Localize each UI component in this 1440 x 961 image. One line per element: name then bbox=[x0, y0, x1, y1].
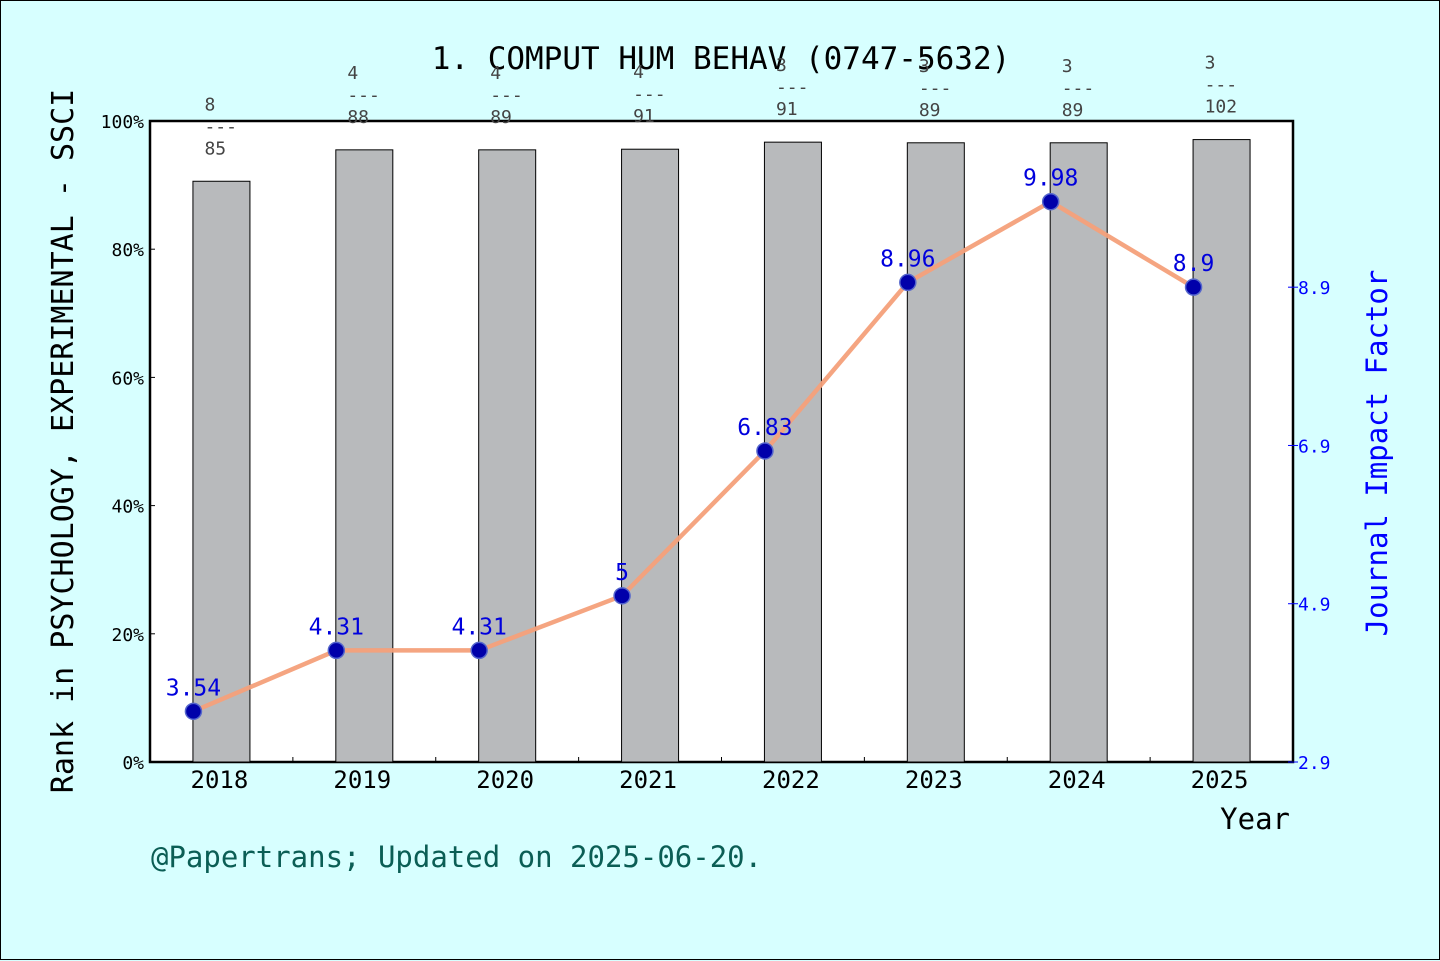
rank-divider: --- bbox=[204, 116, 237, 137]
footer-credit: @Papertrans; Updated on 2025-06-20. bbox=[151, 840, 762, 874]
bar bbox=[1049, 142, 1108, 763]
right-tick-label: 6.9 bbox=[1298, 436, 1331, 457]
rank-divider: --- bbox=[776, 77, 809, 98]
impact-factor-point bbox=[899, 273, 917, 292]
x-tick-label: 2019 bbox=[333, 766, 391, 794]
rank-total: 85 bbox=[204, 138, 226, 159]
impact-factor-label: 4.31 bbox=[309, 614, 364, 640]
left-tick-label: 60% bbox=[111, 368, 144, 389]
rank-divider: --- bbox=[1205, 75, 1238, 96]
impact-factor-label: 3.54 bbox=[166, 675, 221, 701]
rank-number: 4 bbox=[347, 63, 358, 84]
impact-factor-label: 8.9 bbox=[1173, 251, 1215, 277]
bar bbox=[621, 148, 680, 763]
bar bbox=[763, 141, 822, 763]
rank-total: 91 bbox=[776, 99, 798, 120]
impact-factor-label: 5 bbox=[615, 560, 629, 586]
impact-factor-point bbox=[1184, 278, 1203, 296]
left-axis-ticks: 0% 20% 40% 60% 80% 100% bbox=[101, 112, 155, 774]
bar bbox=[192, 180, 251, 763]
impact-factor-label: 6.83 bbox=[737, 415, 792, 441]
x-tick-label: 2025 bbox=[1191, 766, 1249, 794]
rank-total: 88 bbox=[347, 107, 369, 128]
rank-label: 3---89 bbox=[1062, 56, 1095, 121]
bar bbox=[906, 142, 965, 763]
rank-label: 4---88 bbox=[347, 63, 380, 128]
impact-factor-point bbox=[184, 702, 203, 721]
impact-factor-label: 4.31 bbox=[451, 614, 506, 640]
x-axis-label: Year bbox=[1220, 802, 1290, 836]
left-tick-label: 20% bbox=[111, 625, 144, 646]
right-tick-label: 2.9 bbox=[1298, 753, 1331, 774]
x-tick-label: 2021 bbox=[619, 766, 677, 794]
x-tick-label: 2020 bbox=[476, 766, 534, 794]
left-tick-label: 40% bbox=[111, 497, 144, 518]
rank-divider: --- bbox=[490, 85, 523, 106]
rank-divider: --- bbox=[919, 78, 952, 99]
x-tick-label: 2024 bbox=[1048, 766, 1106, 794]
left-tick-label: 0% bbox=[122, 753, 144, 774]
impact-factor-point bbox=[613, 587, 631, 605]
right-tick-label: 8.9 bbox=[1298, 278, 1331, 299]
rank-number: 3 bbox=[1062, 56, 1073, 77]
impact-factor-series: 3.54 4.31 4.31 5 6.83 8.96 9.98 8.9 bbox=[166, 166, 1215, 721]
impact-factor-point bbox=[327, 641, 346, 660]
left-tick-label: 80% bbox=[111, 240, 144, 261]
bar bbox=[478, 149, 537, 763]
impact-factor-point bbox=[470, 641, 488, 660]
rank-total: 102 bbox=[1205, 97, 1238, 118]
rank-number: 3 bbox=[1205, 53, 1216, 74]
rank-label: 3---102 bbox=[1205, 53, 1238, 118]
x-axis-ticks: 2018 2019 2020 2021 2022 2023 2024 2025 bbox=[191, 757, 1294, 794]
x-tick-label: 2022 bbox=[762, 766, 820, 794]
rank-label: 3---91 bbox=[776, 55, 809, 120]
x-tick-label: 2018 bbox=[191, 766, 249, 794]
rank-divider: --- bbox=[633, 84, 666, 105]
right-tick-label: 4.9 bbox=[1298, 595, 1331, 616]
rank-total: 89 bbox=[919, 100, 941, 121]
chart-title: 1. COMPUT HUM BEHAV (0747-5632) bbox=[432, 41, 1011, 77]
right-axis-ticks: 2.9 4.9 6.9 8.9 bbox=[1288, 278, 1331, 774]
impact-factor-line bbox=[192, 199, 1195, 714]
bar-series bbox=[192, 139, 1251, 763]
rank-label: 3---89 bbox=[919, 56, 952, 121]
rank-number: 4 bbox=[490, 63, 501, 84]
left-tick-label: 100% bbox=[101, 112, 145, 133]
rank-number: 3 bbox=[919, 56, 930, 77]
rank-divider: --- bbox=[1062, 78, 1095, 99]
rank-number: 4 bbox=[633, 62, 644, 83]
rank-label: 4---91 bbox=[633, 62, 666, 127]
impact-factor-point bbox=[756, 442, 774, 460]
bar bbox=[1192, 139, 1251, 763]
rank-total: 91 bbox=[633, 106, 655, 127]
rank-total: 89 bbox=[490, 107, 512, 128]
rank-label: 8---85 bbox=[204, 94, 237, 159]
impact-factor-label: 9.98 bbox=[1023, 166, 1078, 192]
bar bbox=[335, 149, 394, 763]
right-axis-label: Journal Impact Factor bbox=[1360, 270, 1394, 637]
rank-number: 8 bbox=[204, 94, 215, 115]
left-axis-label: Rank in PSYCHOLOGY, EXPERIMENTAL - SSCI bbox=[46, 89, 81, 793]
x-tick-label: 2023 bbox=[905, 766, 963, 794]
rank-labels: 8---854---884---894---913---913---893---… bbox=[204, 53, 1237, 160]
impact-factor-point bbox=[1041, 192, 1060, 211]
rank-label: 4---89 bbox=[490, 63, 523, 128]
rank-divider: --- bbox=[347, 85, 380, 106]
impact-factor-label: 8.96 bbox=[880, 246, 935, 272]
rank-number: 3 bbox=[776, 55, 787, 76]
plot-area bbox=[148, 119, 1295, 764]
rank-total: 89 bbox=[1062, 100, 1084, 121]
